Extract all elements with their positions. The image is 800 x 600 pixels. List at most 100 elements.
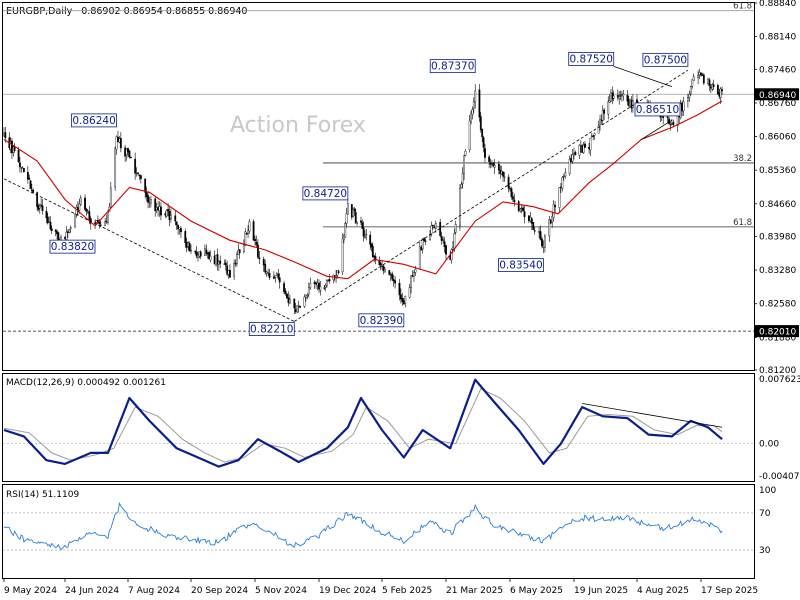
candle-body <box>423 237 426 241</box>
candle-body <box>558 187 561 208</box>
candle-body <box>99 224 102 226</box>
candle-body <box>608 100 611 103</box>
candle-body <box>283 283 285 292</box>
candle-body <box>41 205 44 211</box>
candle-body <box>188 242 191 252</box>
macd-tick-label-2: -0.004073 <box>759 472 800 482</box>
price-label-8: 0.86510 <box>636 104 679 116</box>
candle-body <box>54 229 57 232</box>
candle-body <box>36 192 39 208</box>
candle-body <box>578 144 581 156</box>
candle-body <box>562 176 565 178</box>
candle-body <box>424 240 427 242</box>
candle-body <box>144 178 147 193</box>
candle-body <box>119 138 122 149</box>
price-label-box-5 <box>429 59 476 74</box>
candle-body <box>138 175 141 177</box>
candle-body <box>309 283 312 289</box>
x-tick-label-10: 4 Aug 2025 <box>637 586 689 596</box>
price-label-6: 0.83540 <box>499 260 542 272</box>
candle-body <box>461 172 464 184</box>
candle-body <box>454 224 457 233</box>
price-candles <box>3 68 723 315</box>
candle-body <box>432 224 434 227</box>
candle-body <box>229 270 231 278</box>
candle-body <box>709 86 712 89</box>
trendline-0 <box>3 178 295 322</box>
price-label-0: 0.86240 <box>72 115 115 127</box>
candle-body <box>619 95 622 97</box>
candle-body <box>296 305 299 313</box>
candle-body <box>410 275 412 288</box>
candle-body <box>389 274 392 276</box>
candle-body <box>420 247 423 251</box>
candle-body <box>510 188 513 198</box>
macd-panel-frame <box>2 373 755 482</box>
candle-body <box>248 221 251 232</box>
candle-body <box>190 250 192 252</box>
candle-body <box>209 255 212 261</box>
candle-body <box>206 253 209 255</box>
price-axis: 0.88840 0.88140 0.87460 0.86760 0.86060 0.853… <box>754 0 799 376</box>
support-price-tag <box>755 325 799 338</box>
candle-body <box>139 175 142 179</box>
price-reference-lines: 61.8 38.2 61.8 <box>3 2 754 332</box>
price-tick-label-1: 0.88140 <box>759 33 796 43</box>
x-tick-label-9: 19 Jun 2025 <box>574 586 628 596</box>
candle-body <box>533 230 536 232</box>
candle-body <box>402 300 405 305</box>
candle-body <box>307 287 310 295</box>
candle-body <box>687 97 689 102</box>
candle-body <box>346 203 349 215</box>
candle-body <box>381 265 383 267</box>
candle-body <box>147 195 149 203</box>
candle-body <box>541 238 543 247</box>
candle-body <box>223 263 226 265</box>
candle-body <box>711 84 714 90</box>
candle-body <box>388 270 391 275</box>
candle-body <box>672 122 675 125</box>
price-label-box-2 <box>248 322 295 336</box>
candle-body <box>316 282 319 286</box>
candle-body <box>669 124 672 126</box>
candle-body <box>341 238 344 273</box>
candle-body <box>303 296 306 307</box>
candle-body <box>164 213 167 216</box>
candle-body <box>666 116 669 118</box>
candle-body <box>499 169 502 175</box>
candle-body <box>593 133 596 136</box>
candle-body <box>204 248 206 256</box>
candle-body <box>180 228 182 233</box>
candle-body <box>548 219 551 237</box>
candle-body <box>612 95 615 99</box>
candle-body <box>418 246 421 270</box>
price-label-box-6 <box>498 258 544 272</box>
watermark: Action Forex <box>230 113 366 138</box>
candle-body <box>352 208 355 218</box>
price-label-9: 0.87500 <box>644 54 687 66</box>
candle-body <box>574 152 577 156</box>
candle-body <box>29 180 32 189</box>
candle-body <box>175 221 178 226</box>
candle-body <box>306 294 309 297</box>
candle-body <box>698 72 701 75</box>
candle-body <box>137 172 139 175</box>
candle-body <box>688 93 691 98</box>
candle-body <box>626 95 629 102</box>
candle-body <box>442 239 444 241</box>
candle-body <box>227 270 230 275</box>
candle-body <box>344 223 347 238</box>
x-tick-label-1: 24 Jun 2024 <box>65 586 119 596</box>
candle-body <box>472 101 475 109</box>
macd-tick-label-1: 0.00 <box>759 440 779 450</box>
candle-body <box>293 298 296 309</box>
candle-body <box>268 273 271 278</box>
candle-body <box>445 245 447 255</box>
candle-body <box>197 254 199 258</box>
candle-body <box>148 201 151 203</box>
candle-body <box>21 167 24 169</box>
candle-body <box>74 213 76 227</box>
candle-body <box>482 137 485 148</box>
candle-body <box>509 188 511 190</box>
candle-body <box>539 231 542 240</box>
